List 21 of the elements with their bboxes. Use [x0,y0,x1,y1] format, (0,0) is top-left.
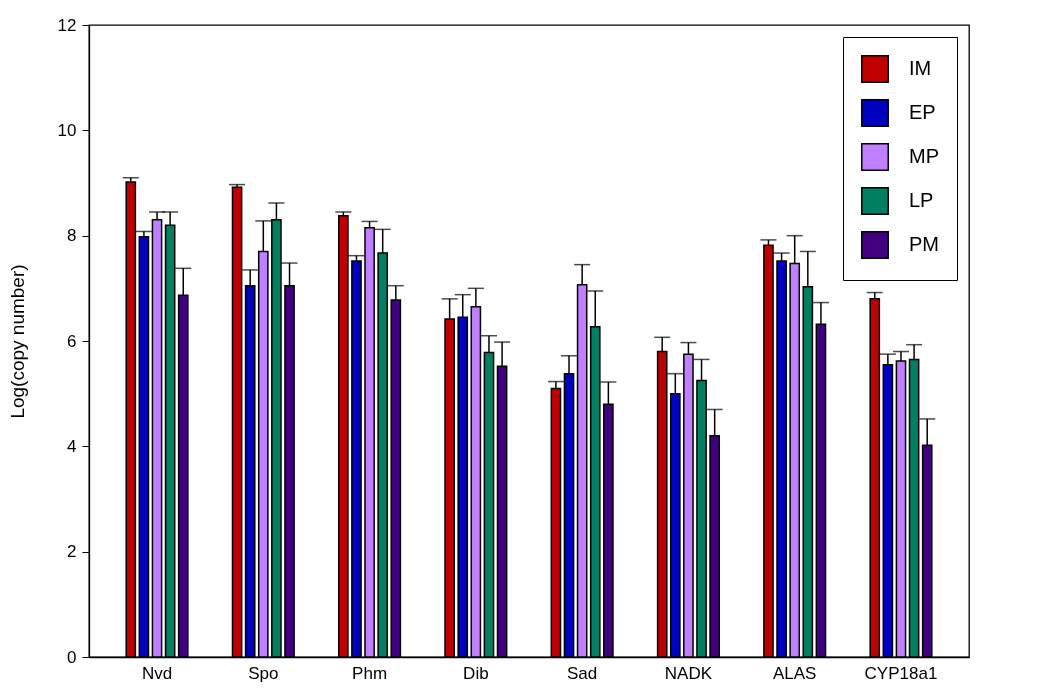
x-tick-label: Dib [463,663,489,683]
x-tick-label: CYP18a1 [864,663,938,683]
x-tick-label: Sad [567,663,598,683]
legend-label: LP [909,189,934,211]
legend-label: IM [909,57,932,79]
x-tick-label: NADK [664,663,713,683]
y-tick-label: 4 [67,436,77,456]
y-tick-label: 10 [57,120,77,140]
legend-label: PM [909,233,939,255]
y-tick-label: 2 [67,542,77,562]
y-tick-label: 8 [67,226,77,246]
y-tick-label: 0 [67,647,77,667]
legend-label: MP [909,145,939,167]
x-tick-label: Phm [352,663,388,683]
x-tick-label: ALAS [772,663,817,683]
x-tick-label: Nvd [141,663,173,683]
x-tick-label: Spo [248,663,279,683]
legend-label: EP [909,101,936,123]
y-tick-label: 6 [67,331,77,351]
y-axis-title: Log(copy number) [6,264,28,419]
y-tick-label: 12 [57,15,77,35]
